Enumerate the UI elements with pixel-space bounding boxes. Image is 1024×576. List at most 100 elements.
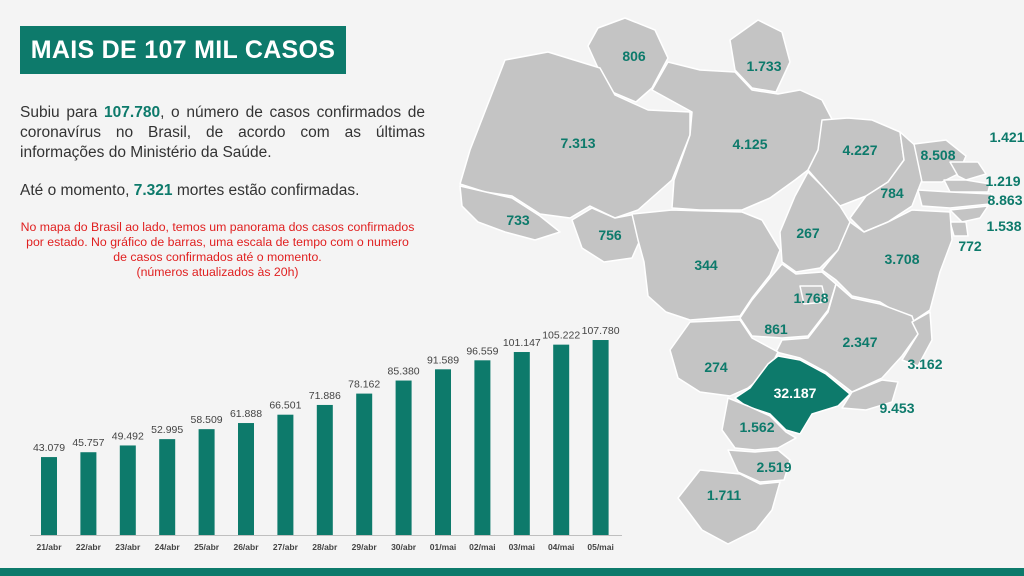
state-label-rn: 1.421	[989, 129, 1024, 145]
state-ap	[729, 19, 791, 93]
state-ms	[669, 319, 779, 397]
state-label-pi: 784	[880, 185, 904, 201]
state-label-ba: 3.708	[884, 251, 919, 267]
page-title: MAIS DE 107 MIL CASOS	[30, 35, 336, 64]
x-tick-label: 29/abr	[352, 542, 378, 552]
cases-bar-chart: 43.079 21/abr 45.757 22/abr 49.492 23/abr 52.9…	[30, 325, 622, 552]
bar-22-abr	[80, 452, 97, 535]
state-label-to: 267	[796, 225, 820, 241]
state-label-am: 7.313	[560, 135, 595, 151]
note-updated: (números atualizados às 20h)	[136, 265, 299, 279]
x-tick-label: 02/mai	[469, 542, 495, 552]
bar-26-abr	[238, 423, 254, 535]
bar-01-mai	[435, 369, 451, 535]
state-label-mt: 344	[694, 257, 718, 273]
state-label-sp: 32.187	[774, 385, 817, 401]
state-pe	[917, 189, 993, 209]
bar-05-mai	[592, 340, 609, 535]
bar-value-label: 43.079	[33, 442, 65, 454]
state-se	[949, 221, 969, 237]
bar-value-label: 71.886	[309, 390, 341, 402]
x-tick-label: 25/abr	[194, 542, 220, 552]
state-pr	[721, 397, 797, 451]
bar-value-label: 45.757	[72, 437, 104, 449]
state-label-ap: 1.733	[746, 58, 781, 74]
bar-value-label: 85.380	[388, 366, 420, 378]
state-label-ro: 756	[598, 227, 622, 243]
bar-02-mai	[474, 360, 491, 535]
state-label-pa: 4.125	[732, 136, 767, 152]
bar-value-label: 101.147	[503, 337, 541, 349]
bar-value-label: 58.509	[191, 414, 223, 426]
total-cases-value: 107.780	[104, 104, 161, 121]
state-label-ma: 4.227	[842, 142, 877, 158]
state-mt	[631, 209, 781, 321]
state-pb	[943, 179, 991, 193]
bar-value-label: 91.589	[427, 354, 459, 366]
x-tick-label: 21/abr	[36, 542, 62, 552]
state-label-rj: 9.453	[879, 400, 914, 416]
bar-30-abr	[395, 380, 412, 535]
state-label-se: 772	[958, 238, 982, 254]
footer-strip	[0, 568, 1024, 576]
state-sc	[727, 449, 791, 483]
bar-21-abr	[41, 457, 57, 535]
bar-29-abr	[356, 393, 373, 535]
title-banner: MAIS DE 107 MIL CASOS	[20, 26, 346, 74]
x-tick-label: 03/mai	[509, 542, 535, 552]
x-tick-label: 23/abr	[115, 542, 141, 552]
bar-value-label: 49.492	[112, 430, 144, 442]
state-al	[949, 205, 989, 223]
x-tick-label: 01/mai	[430, 542, 456, 552]
state-es	[901, 311, 933, 367]
state-label-go: 861	[764, 321, 788, 337]
bar-25-abr	[198, 429, 215, 535]
state-label-es: 3.162	[907, 356, 942, 372]
state-rs	[677, 469, 781, 545]
state-label-pr: 1.562	[739, 419, 774, 435]
x-tick-label: 04/mai	[548, 542, 574, 552]
state-to	[779, 171, 851, 273]
bar-27-abr	[277, 414, 294, 535]
bar-value-label: 96.559	[466, 345, 498, 357]
bar-value-label: 78.162	[348, 379, 380, 391]
bar-value-label: 52.995	[151, 424, 183, 436]
note-text: No mapa do Brasil ao lado, temos um pano…	[20, 220, 415, 264]
state-rn	[949, 161, 987, 181]
state-rj	[841, 379, 899, 411]
state-go	[739, 263, 837, 339]
bar-value-label: 107.780	[582, 325, 620, 337]
x-tick-label: 24/abr	[155, 542, 181, 552]
bar-04-mai	[553, 344, 570, 535]
state-sp	[734, 355, 851, 435]
x-tick-label: 30/abr	[391, 542, 417, 552]
bar-23-abr	[119, 445, 136, 535]
x-tick-label: 22/abr	[76, 542, 102, 552]
state-label-ce: 8.508	[920, 147, 955, 163]
bar-value-label: 61.888	[230, 408, 262, 420]
bar-03-mai	[513, 352, 530, 535]
state-label-ms: 274	[704, 359, 728, 375]
state-label-rs: 1.711	[707, 487, 741, 503]
x-tick-label: 26/abr	[233, 542, 259, 552]
state-label-rr: 806	[622, 48, 646, 64]
bar-value-label: 105.222	[542, 330, 580, 342]
total-deaths-value: 7.321	[133, 182, 173, 199]
state-label-ac: 733	[506, 212, 530, 228]
state-label-pe: 8.863	[987, 192, 1022, 208]
state-label-pb: 1.219	[985, 173, 1020, 189]
state-ac	[459, 185, 561, 241]
x-tick-label: 27/abr	[273, 542, 299, 552]
state-df	[799, 285, 827, 305]
x-tick-label: 28/abr	[312, 542, 338, 552]
state-label-mg: 2.347	[842, 334, 877, 350]
state-ba	[821, 209, 953, 323]
state-label-al: 1.538	[986, 218, 1021, 234]
cases-paragraph: Subiu para 107.780, o número de casos co…	[20, 104, 426, 161]
x-tick-label: 05/mai	[587, 542, 613, 552]
bar-24-abr	[159, 439, 176, 535]
state-label-df: 1.768	[793, 290, 828, 306]
bar-28-abr	[316, 404, 333, 535]
bar-value-label: 66.501	[269, 400, 301, 412]
